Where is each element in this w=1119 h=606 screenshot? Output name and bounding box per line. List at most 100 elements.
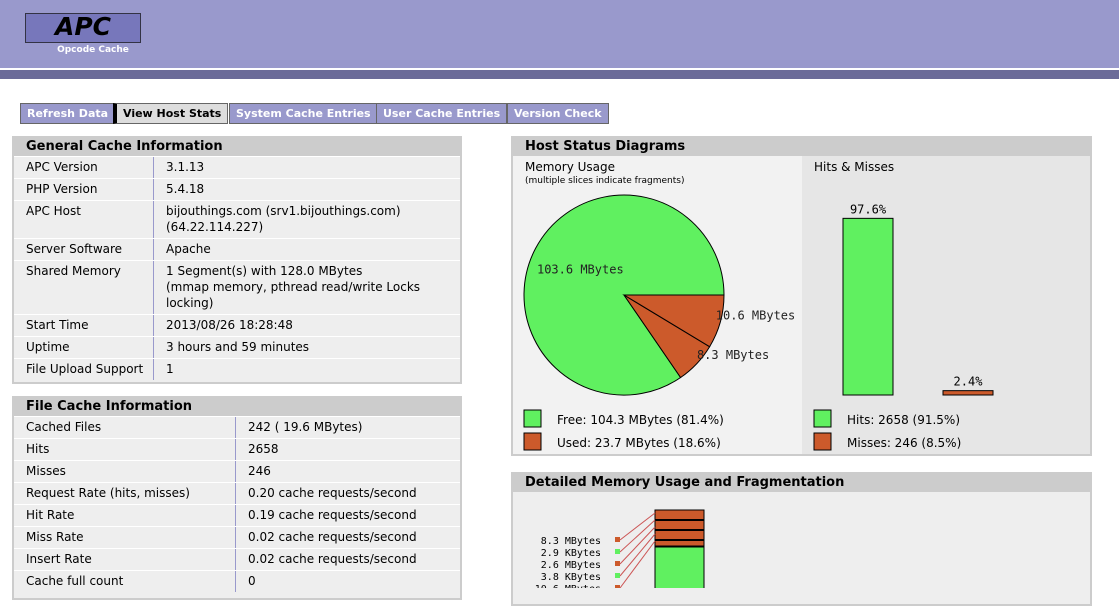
- menu-button[interactable]: System Cache Entries: [229, 103, 378, 124]
- pie-label: 8.3 MBytes: [697, 348, 769, 362]
- row-label: Hit Rate: [14, 505, 236, 526]
- diagrams: 103.6 MBytes 8.3 MBytes 10.6 MBytes Free: 1…: [523, 194, 994, 588]
- value-line: 2013/08/26 18:28:48: [166, 318, 293, 332]
- value-line: 0.19 cache requests/second: [248, 508, 417, 522]
- row-value: 0.20 cache requests/second: [236, 483, 417, 504]
- legend-label: Hits: 2658 (91.5%): [847, 413, 960, 427]
- fragment-link: [619, 533, 656, 577]
- row-value: 3.1.13: [154, 157, 204, 178]
- menu-button[interactable]: Version Check: [507, 103, 609, 124]
- detail-box: Detailed Memory Usage and Fragmentation: [511, 472, 1092, 606]
- value-line: 2658: [248, 442, 279, 456]
- value-line: Apache: [166, 242, 211, 256]
- fragment-dot: [615, 561, 620, 566]
- value-line: 0.02 cache requests/second: [248, 530, 417, 544]
- fragment-label: 2.6 MBytes: [541, 560, 601, 571]
- pie-label: 10.6 MBytes: [716, 309, 795, 323]
- row-value: bijouthings.com (srv1.bijouthings.com) (6…: [154, 201, 401, 238]
- table-row: Hits 2658: [14, 438, 460, 460]
- row-value: Apache: [154, 239, 211, 260]
- value-line: 242 ( 19.6 MBytes): [248, 420, 363, 434]
- table-row: APC Host bijouthings.com (srv1.bijouthing…: [14, 200, 460, 238]
- value-line: bijouthings.com (srv1.bijouthings.com): [166, 204, 401, 218]
- legend-swatch: [813, 409, 832, 428]
- box-title: File Cache Information: [14, 398, 460, 416]
- row-value: 0: [236, 571, 256, 592]
- logo-text: APC: [54, 12, 112, 41]
- bar-label: 2.4%: [954, 375, 984, 389]
- legend-label: Free: 104.3 MBytes (81.4%): [557, 413, 724, 427]
- row-value: 1: [154, 359, 174, 380]
- fragment-label: 8.3 MBytes: [541, 536, 601, 547]
- value-line: 246: [248, 464, 271, 478]
- legend-swatch: [523, 409, 542, 428]
- table-row: Cache full count 0: [14, 570, 460, 592]
- table-row: Uptime 3 hours and 59 minutes: [14, 336, 460, 358]
- row-label: Request Rate (hits, misses): [14, 483, 236, 504]
- header-strip: [0, 70, 1119, 79]
- row-value: 1 Segment(s) with 128.0 MBytes (mmap memo…: [154, 261, 420, 314]
- legend-label: Misses: 246 (8.5%): [847, 436, 961, 450]
- general-box: General Cache Information APC Version 3.1.…: [12, 136, 462, 384]
- value-line: 3.1.13: [166, 160, 205, 174]
- box-title: Host Status Diagrams: [513, 138, 1090, 156]
- value-line: 1: [166, 362, 174, 376]
- row-label: File Upload Support: [14, 359, 154, 380]
- panel-title: Memory Usage: [525, 160, 616, 174]
- table-row: Server Software Apache: [14, 238, 460, 260]
- row-label: PHP Version: [14, 179, 154, 200]
- row-value: 2658: [236, 439, 279, 460]
- fragment-link: [619, 526, 656, 565]
- value-line: locking): [166, 296, 214, 310]
- row-value: 0.19 cache requests/second: [236, 505, 417, 526]
- row-label: Misses: [14, 461, 236, 482]
- table-row: Hit Rate 0.19 cache requests/second: [14, 504, 460, 526]
- fragment-link: [619, 519, 656, 553]
- table-row: Insert Rate 0.02 cache requests/second: [14, 548, 460, 570]
- table-row: Shared Memory 1 Segment(s) with 128.0 MBy…: [14, 260, 460, 314]
- fragment-dot: [615, 537, 620, 542]
- row-label: Insert Rate: [14, 549, 236, 570]
- value-line: (mmap memory, pthread read/write Locks: [166, 280, 421, 294]
- fragment-label: 2.9 KBytes: [541, 548, 601, 559]
- row-label: Cached Files: [14, 417, 236, 438]
- panel-title: Hits & Misses: [814, 160, 895, 174]
- row-value: 246: [236, 461, 271, 482]
- row-label: Cache full count: [14, 571, 236, 592]
- table-row: Request Rate (hits, misses) 0.20 cache re…: [14, 482, 460, 504]
- row-label: APC Host: [14, 201, 154, 238]
- value-line: 0.20 cache requests/second: [248, 486, 417, 500]
- row-value: 3 hours and 59 minutes: [154, 337, 309, 358]
- header-bar: [0, 0, 1119, 68]
- row-value: 242 ( 19.6 MBytes): [236, 417, 362, 438]
- legend-swatch: [813, 432, 832, 451]
- row-value: 0.02 cache requests/second: [236, 527, 417, 548]
- usage-bar-free: [654, 546, 705, 588]
- table-row: Start Time 2013/08/26 18:28:48: [14, 314, 460, 336]
- fragment-link: [619, 512, 656, 541]
- logo-subtitle: Opcode Cache: [57, 45, 129, 55]
- row-label: Uptime: [14, 337, 154, 358]
- row-value: 0.02 cache requests/second: [236, 549, 417, 570]
- menu-button[interactable]: Refresh Data: [20, 103, 116, 124]
- row-label: Hits: [14, 439, 236, 460]
- row-value: 2013/08/26 18:28:48: [154, 315, 293, 336]
- value-line: 0.02 cache requests/second: [248, 552, 417, 566]
- table-row: APC Version 3.1.13: [14, 156, 460, 178]
- table-row: File Upload Support 1: [14, 358, 460, 380]
- table-row: Miss Rate 0.02 cache requests/second: [14, 526, 460, 548]
- value-line: 5.4.18: [166, 182, 205, 196]
- table-row: PHP Version 5.4.18: [14, 178, 460, 200]
- value-line: 3 hours and 59 minutes: [166, 340, 310, 354]
- table-row: Misses 246: [14, 460, 460, 482]
- row-label: APC Version: [14, 157, 154, 178]
- menu-button[interactable]: View Host Stats: [113, 103, 229, 124]
- table-row: Cached Files 242 ( 19.6 MBytes): [14, 416, 460, 438]
- menu-button[interactable]: User Cache Entries: [376, 103, 508, 124]
- bar: [942, 390, 994, 396]
- value-line: 1 Segment(s) with 128.0 MBytes: [166, 264, 363, 278]
- pie-slice: [622, 294, 725, 348]
- bar: [842, 217, 894, 396]
- row-label: Server Software: [14, 239, 154, 260]
